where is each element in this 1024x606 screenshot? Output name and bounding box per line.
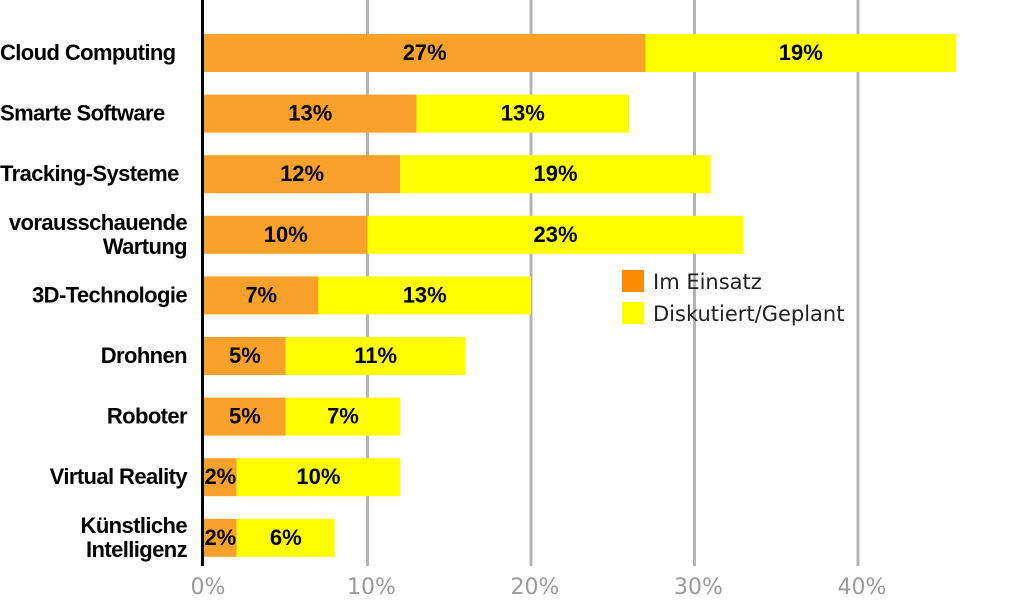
legend-label-diskutiert-geplant: Diskutiert/Geplant <box>653 302 844 326</box>
legend-swatch-im-einsatz <box>622 270 644 292</box>
x-tick-labels: 0% 10% 20% 30% 40% <box>191 575 887 600</box>
bar-value-label: 11% <box>354 343 397 368</box>
category-label-line: Wartung <box>103 234 187 259</box>
category-label: Roboter <box>107 404 188 429</box>
x-tick-label: 0% <box>191 575 226 600</box>
bar-value-label: 23% <box>534 222 578 247</box>
bar-diskutiert-geplant <box>236 458 401 497</box>
bar-diskutiert-geplant <box>645 34 957 72</box>
bar-value-label: 5% <box>229 343 261 368</box>
category-label: Smarte Software <box>0 101 165 126</box>
legend: Im Einsatz Diskutiert/Geplant <box>622 270 844 326</box>
bar-diskutiert-geplant <box>285 397 401 436</box>
bar-diskutiert-geplant <box>236 518 335 557</box>
bar-im-einsatz <box>204 276 319 315</box>
bar-value-label: 2% <box>204 525 236 550</box>
bar-diskutiert-geplant <box>367 215 744 254</box>
bar-diskutiert-geplant <box>416 94 630 133</box>
bar-im-einsatz <box>204 94 417 133</box>
bar-value-label: 7% <box>245 282 277 307</box>
category-label-line: Intelligenz <box>86 537 188 562</box>
x-tick-label: 10% <box>347 575 396 600</box>
x-tick-label: 20% <box>511 575 560 600</box>
category-label-line: Drohnen <box>101 343 187 368</box>
category-labels: Cloud Computing Smarte Software Tracking-S… <box>0 40 189 562</box>
category-label-line: Tracking-Systeme <box>0 161 179 186</box>
bar-labels: 27% 19% 13% 13% 12% 19% 10% 23% 7% 13% 5% 11% 5% 7% 2%… <box>204 40 822 550</box>
bars <box>204 34 957 557</box>
bar-value-label: 10% <box>264 222 308 247</box>
category-label: Drohnen <box>101 343 187 368</box>
bar-im-einsatz <box>204 155 401 194</box>
category-label-line: vorausschauende <box>9 210 187 235</box>
category-label: Virtual Reality <box>50 464 189 489</box>
x-tick-label: 30% <box>674 575 723 600</box>
category-label-line: 3D-Technologie <box>32 282 187 307</box>
category-label-line: Virtual Reality <box>50 464 189 489</box>
bar-diskutiert-geplant <box>318 276 531 315</box>
bar-value-label: 13% <box>288 101 332 126</box>
bar-im-einsatz <box>204 215 368 254</box>
bar-im-einsatz <box>204 34 646 72</box>
category-label-line: Smarte Software <box>0 101 165 126</box>
bar-value-label: 7% <box>327 404 359 429</box>
legend-label-im-einsatz: Im Einsatz <box>653 270 762 294</box>
category-label: vorausschauende Wartung <box>9 210 187 259</box>
category-label-line: Roboter <box>107 404 188 429</box>
bar-value-label: 2% <box>204 464 236 489</box>
bar-value-label: 6% <box>270 525 302 550</box>
bar-value-label: 19% <box>779 40 823 65</box>
bar-value-label: 13% <box>403 282 447 307</box>
bar-im-einsatz <box>204 397 286 436</box>
bar-im-einsatz <box>204 518 237 557</box>
bar-value-label: 19% <box>534 161 578 186</box>
bar-diskutiert-geplant <box>400 155 711 194</box>
category-label-line: Künstliche <box>81 513 188 538</box>
bar-value-label: 12% <box>280 161 324 186</box>
category-label: 3D-Technologie <box>32 282 187 307</box>
bar-value-label: 13% <box>501 101 545 126</box>
category-label: Cloud Computing <box>0 40 176 65</box>
bar-value-label: 10% <box>296 464 340 489</box>
category-label: Tracking-Systeme <box>0 161 179 186</box>
x-tick-label: 40% <box>838 575 887 600</box>
legend-swatch-diskutiert-geplant <box>622 302 644 324</box>
bar-diskutiert-geplant <box>285 337 466 375</box>
category-label-line: Cloud Computing <box>0 40 176 65</box>
category-label: Künstliche Intelligenz <box>81 513 188 562</box>
bar-value-label: 27% <box>403 40 447 65</box>
bar-im-einsatz <box>204 337 286 375</box>
bar-value-label: 5% <box>229 404 261 429</box>
bar-im-einsatz <box>204 458 237 497</box>
